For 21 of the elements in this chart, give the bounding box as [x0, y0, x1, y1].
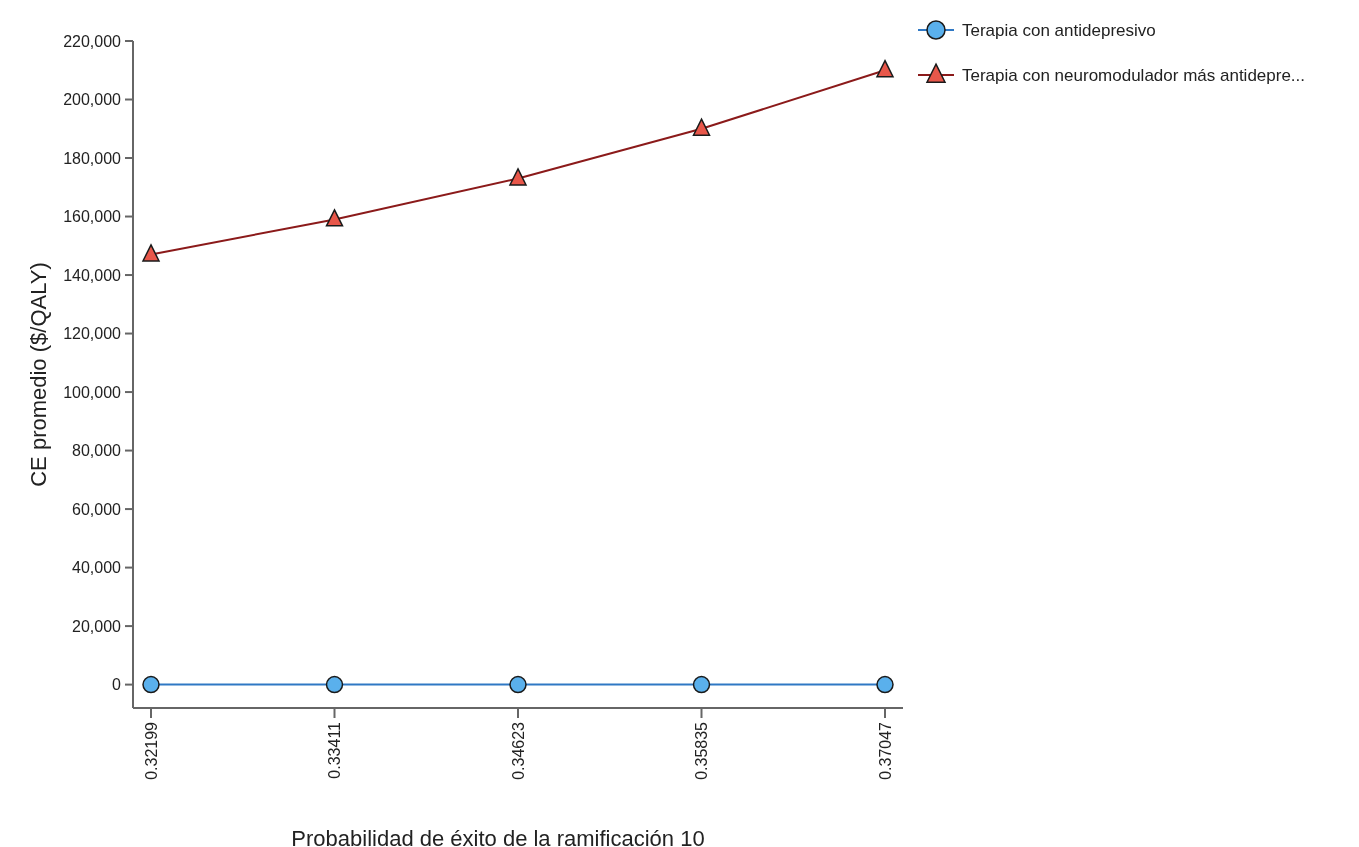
y-tick-label: 40,000 — [72, 559, 122, 577]
x-tick-label: 0.35835 — [693, 721, 711, 780]
x-tick-label: 0.37047 — [876, 721, 894, 780]
y-tick-label: 20,000 — [72, 617, 122, 635]
y-tick-label: 200,000 — [63, 91, 122, 109]
x-tick-label: 0.33411 — [326, 721, 344, 779]
y-tick-label: 120,000 — [63, 325, 122, 343]
x-tick-label: 0.32199 — [142, 721, 160, 780]
y-tick-label: 100,000 — [63, 383, 122, 401]
y-tick-label: 60,000 — [72, 500, 122, 518]
y-tick-label: 80,000 — [72, 442, 122, 460]
y-axis-title: CE promedio ($/QALY) — [26, 262, 51, 487]
y-tick-label: 0 — [112, 676, 122, 694]
y-tick-label: 140,000 — [63, 266, 122, 284]
legend-label: Terapia con antidepresivo — [962, 20, 1156, 40]
y-tick-label: 160,000 — [63, 208, 122, 226]
y-tick-label: 220,000 — [63, 32, 122, 50]
x-tick-label: 0.34623 — [509, 721, 527, 780]
y-tick-label: 180,000 — [63, 149, 122, 167]
x-axis-title: Probabilidad de éxito de la ramificación 10 — [291, 826, 705, 847]
legend-label: Terapia con neuromodulador más antidepre... — [962, 65, 1306, 85]
